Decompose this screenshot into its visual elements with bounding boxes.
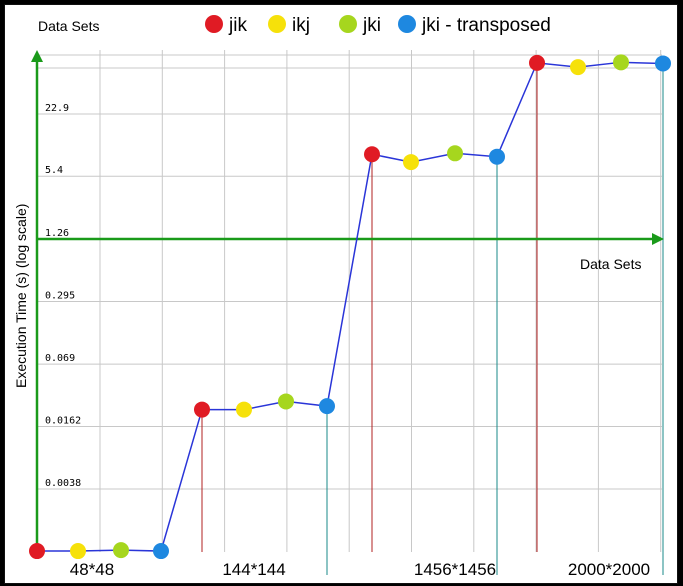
y-axis-label: Execution Time (s) (log scale)	[13, 204, 29, 388]
legend-label: ikj	[292, 15, 310, 36]
data-point-jkitransposed[interactable]	[655, 55, 671, 72]
data-point-jkitransposed[interactable]	[489, 148, 505, 165]
category-label: 144*144	[222, 560, 285, 579]
y-tick-label: 0.295	[45, 290, 75, 301]
axes	[31, 50, 664, 554]
data-point-ikj[interactable]	[570, 59, 586, 76]
data-point-ikj[interactable]	[403, 154, 419, 171]
data-point-jik[interactable]	[194, 401, 210, 418]
category-labels: 48*48 144*144 1456*1456 2000*2000	[70, 560, 650, 579]
y-tick-label: 0.0038	[45, 478, 81, 489]
data-point-jki[interactable]	[447, 145, 463, 162]
legend-swatch	[398, 15, 416, 33]
data-point-ikj[interactable]	[70, 543, 86, 560]
y-tick-label: 0.0162	[45, 416, 81, 427]
data-point-jki[interactable]	[613, 54, 629, 71]
data-point-jki[interactable]	[278, 393, 294, 410]
category-label: 2000*2000	[568, 560, 650, 579]
data-point-jik[interactable]	[529, 54, 545, 71]
category-label: 1456*1456	[414, 560, 496, 579]
grid	[37, 50, 662, 552]
legend-swatch	[205, 15, 223, 33]
legend-swatch	[339, 15, 357, 33]
y-tick-label: 0.069	[45, 353, 75, 364]
data-point-jik[interactable]	[29, 543, 45, 560]
drop-lines	[201, 62, 664, 575]
legend-swatch	[268, 15, 286, 33]
data-point-jkitransposed[interactable]	[153, 543, 169, 560]
y-tick-label: 5.4	[45, 165, 63, 176]
legend: jik ikj jki jki - transposed	[205, 15, 551, 36]
data-point-jkitransposed[interactable]	[319, 398, 335, 415]
legend-label: jik	[228, 15, 247, 36]
x-axis-label: Data Sets	[580, 256, 641, 272]
legend-title: Data Sets	[38, 18, 99, 34]
y-tick-label: 22.9	[45, 103, 69, 114]
data-point-jik[interactable]	[364, 146, 380, 163]
series-line	[37, 61, 664, 552]
category-label: 48*48	[70, 560, 114, 579]
chart-frame	[4, 4, 678, 584]
data-point-ikj[interactable]	[236, 401, 252, 418]
data-point-jki[interactable]	[113, 542, 129, 559]
y-axis-arrow	[31, 50, 43, 62]
x-axis-arrow	[652, 232, 664, 245]
y-tick-labels: 0.0038 0.0162 0.069 0.295 1.26 5.4 22.9	[45, 103, 81, 489]
y-tick-label: 1.26	[45, 228, 69, 239]
series-line-path	[37, 61, 664, 552]
legend-label: jki	[362, 15, 381, 36]
data-points	[29, 54, 671, 560]
legend-label: jki - transposed	[421, 15, 551, 36]
